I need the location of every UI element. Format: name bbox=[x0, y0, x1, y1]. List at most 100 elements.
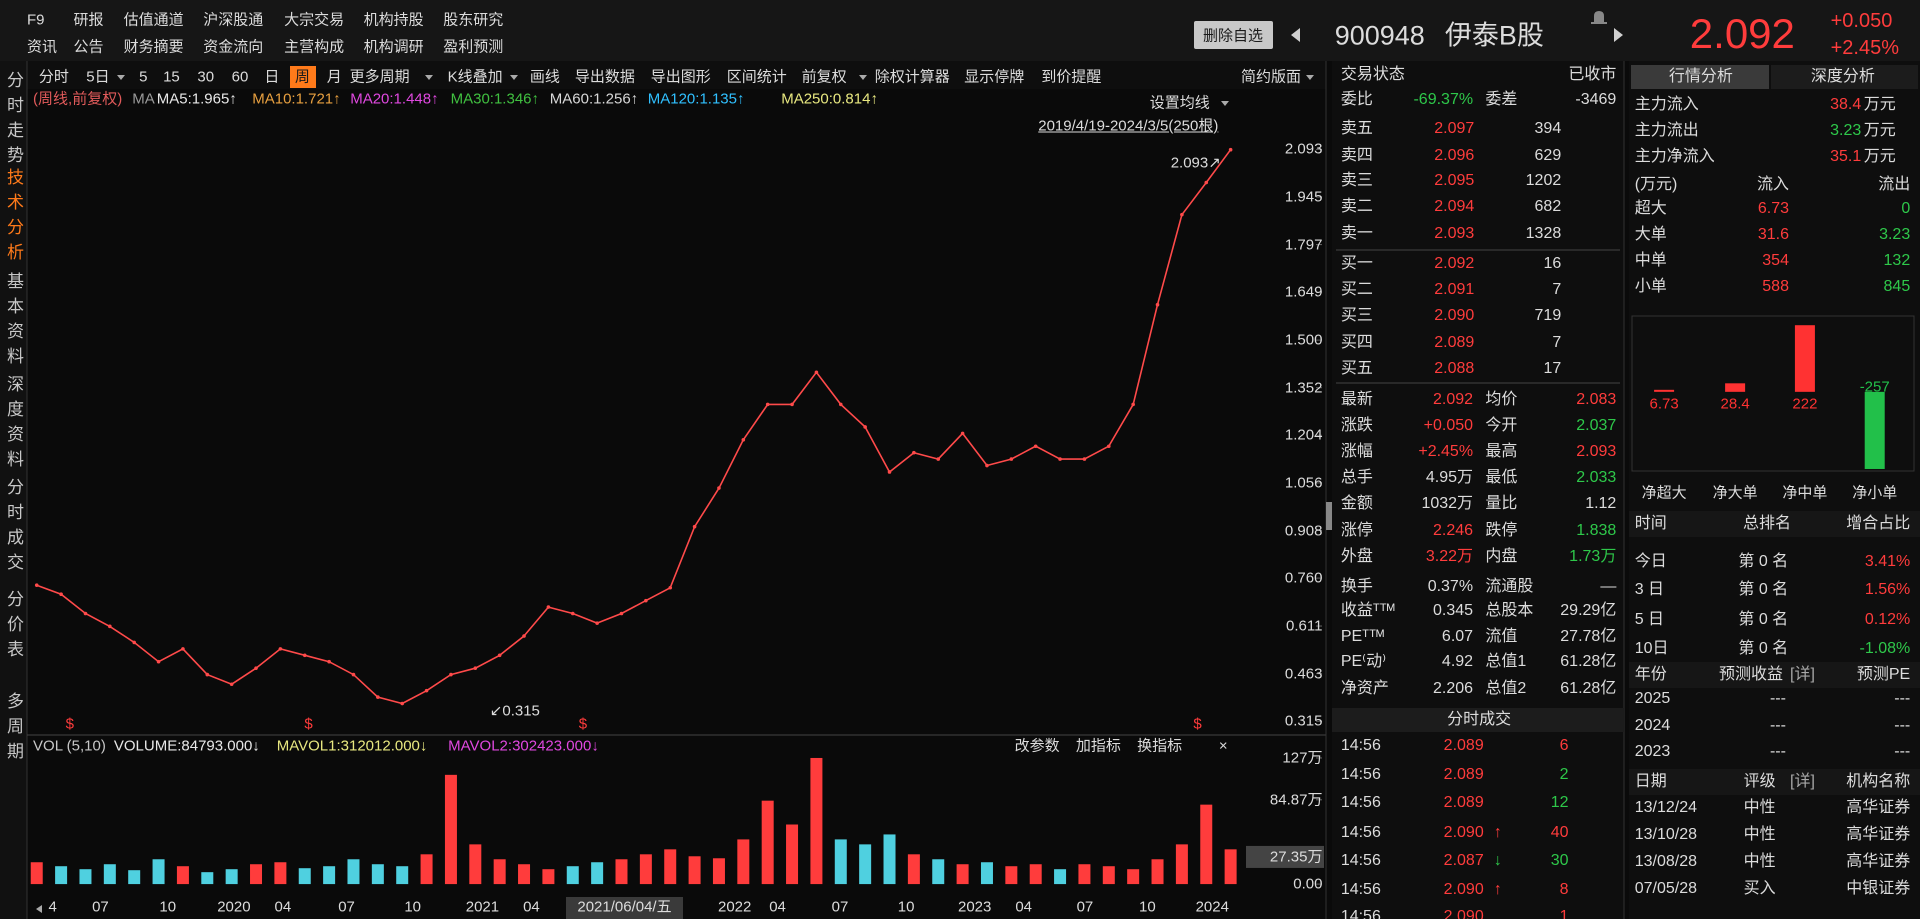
volume-bar bbox=[1151, 859, 1164, 885]
toolbar-item[interactable]: 导出数据 bbox=[574, 68, 635, 86]
menu-item[interactable]: 机构调研 bbox=[363, 38, 424, 56]
volume-bar bbox=[639, 854, 652, 885]
indicator-button[interactable]: 加指标 bbox=[1075, 737, 1121, 755]
table-header: 机构名称 bbox=[1846, 773, 1911, 791]
set-ma-button[interactable]: 设置均线 bbox=[1149, 94, 1210, 112]
quote-value: 2.037 bbox=[1576, 417, 1617, 435]
detail-link[interactable]: [详] bbox=[1790, 665, 1815, 683]
toolbar-bg bbox=[27, 61, 1326, 89]
toolbar-item[interactable]: 分时 bbox=[38, 68, 69, 86]
next-arrow bbox=[1614, 28, 1623, 42]
x-tick-label: 10 bbox=[159, 898, 177, 916]
tab-bg bbox=[1771, 65, 1918, 89]
rank-value: 第 0 名 bbox=[1738, 553, 1789, 571]
volume-bar bbox=[250, 864, 263, 885]
indicator-button[interactable]: 改参数 bbox=[1014, 737, 1060, 755]
toolbar-item[interactable]: K线叠加 bbox=[447, 68, 503, 86]
book-volume: 7 bbox=[1552, 333, 1562, 351]
volume-bar bbox=[542, 869, 555, 885]
book-price: 2.090 bbox=[1434, 306, 1475, 324]
indicator-button[interactable]: 换指标 bbox=[1137, 737, 1183, 755]
rating-date: 13/10/28 bbox=[1634, 826, 1697, 844]
toolbar-item[interactable]: 日 bbox=[264, 68, 280, 86]
quote-value: 4.95万 bbox=[1425, 468, 1474, 486]
layout-toggle[interactable]: 简约版面 bbox=[1241, 68, 1302, 86]
menu-item[interactable]: 主营构成 bbox=[284, 38, 345, 56]
quote-label: 总值1 bbox=[1485, 653, 1527, 671]
price-point bbox=[1204, 180, 1209, 185]
menu-item[interactable]: F9 bbox=[26, 11, 45, 29]
toolbar-item[interactable]: 前复权 bbox=[801, 68, 847, 86]
volume-bar bbox=[347, 859, 360, 885]
toolbar-item[interactable]: 导出图形 bbox=[650, 68, 711, 86]
side-tab[interactable]: 深度资料 bbox=[3, 374, 23, 475]
quote-label: 总值2 bbox=[1485, 680, 1527, 698]
detail-link[interactable]: [详] bbox=[1790, 773, 1815, 791]
quote-label: 委比 bbox=[1340, 91, 1373, 109]
side-tab[interactable]: 分时成交 bbox=[3, 477, 23, 578]
toolbar-item[interactable]: 显示停牌 bbox=[964, 68, 1025, 86]
toolbar-item[interactable]: 月 bbox=[326, 68, 342, 86]
delete-favorite-button[interactable]: 删除自选 bbox=[1203, 27, 1264, 44]
side-tab[interactable]: 分价表 bbox=[3, 590, 23, 666]
tick-price: 2.090 bbox=[1443, 823, 1484, 841]
book-label: 卖三 bbox=[1340, 172, 1373, 190]
quote-value: 0.345 bbox=[1433, 602, 1474, 620]
middle-panel-bg bbox=[1332, 61, 1624, 919]
flow-row-label: 超大 bbox=[1634, 200, 1667, 218]
toolbar-item[interactable]: 60 bbox=[231, 68, 249, 86]
x-tick-label: 07 bbox=[338, 898, 355, 916]
menu-item[interactable]: 沪深股通 bbox=[203, 11, 264, 29]
indicator-button[interactable]: × bbox=[1218, 737, 1228, 755]
toolbar-item[interactable]: 更多周期 bbox=[349, 68, 410, 86]
volume-bar bbox=[1224, 849, 1237, 885]
toolbar-item[interactable]: 除权计算器 bbox=[874, 68, 950, 86]
toolbar-item[interactable]: 画线 bbox=[529, 68, 560, 86]
tick-volume: 6 bbox=[1559, 736, 1569, 754]
price-point bbox=[181, 647, 185, 651]
x-tick-label: 2020 bbox=[217, 898, 251, 916]
forecast-pe: --- bbox=[1894, 742, 1911, 760]
tick-direction: ↑ bbox=[1493, 881, 1502, 899]
toolbar-item[interactable]: 5 bbox=[139, 68, 148, 86]
toolbar-item[interactable]: 区间统计 bbox=[726, 68, 787, 86]
quote-label: 总手 bbox=[1340, 468, 1373, 486]
menu-item[interactable]: 公告 bbox=[73, 38, 104, 56]
toolbar-item[interactable]: 到价提醒 bbox=[1041, 68, 1102, 86]
price-point bbox=[692, 524, 697, 529]
forecast-year: 2023 bbox=[1634, 742, 1671, 760]
net-flow-box bbox=[1631, 315, 1915, 472]
toolbar-item[interactable]: 周 bbox=[294, 68, 310, 86]
menu-item[interactable]: 研报 bbox=[73, 11, 104, 29]
table-header-bg bbox=[1629, 511, 1920, 537]
toolbar-item[interactable]: 30 bbox=[197, 68, 215, 86]
net-flow-category: 净超大 bbox=[1641, 484, 1687, 502]
forecast-eps: --- bbox=[1769, 690, 1786, 708]
menu-item[interactable]: 机构持股 bbox=[363, 11, 424, 29]
book-volume: 1328 bbox=[1525, 224, 1562, 242]
price-point bbox=[765, 402, 770, 407]
y-tick-label: 0.611 bbox=[1286, 617, 1323, 635]
menu-item[interactable]: 资讯 bbox=[26, 38, 57, 56]
net-flow-bar bbox=[1654, 389, 1675, 392]
menu-item[interactable]: 估值通道 bbox=[123, 11, 184, 29]
menu-item[interactable]: 资金流向 bbox=[203, 38, 264, 56]
stock-price: 2.092 bbox=[1689, 10, 1795, 58]
toolbar-item[interactable]: 15 bbox=[163, 68, 180, 86]
menu-item[interactable]: 财务摘要 bbox=[123, 38, 184, 56]
flow-label: 主力流出 bbox=[1634, 122, 1699, 140]
menu-item[interactable]: 大宗交易 bbox=[284, 11, 345, 29]
toolbar-item[interactable]: 5日 bbox=[86, 68, 110, 86]
panel-tab[interactable]: 行情分析 bbox=[1668, 68, 1733, 86]
price-point bbox=[790, 402, 794, 407]
menu-item[interactable]: 股东研究 bbox=[443, 11, 504, 29]
side-tab[interactable]: 多周期 bbox=[3, 691, 23, 767]
panel-tab[interactable]: 深度分析 bbox=[1810, 68, 1875, 86]
side-tab[interactable]: 分时走势 bbox=[3, 71, 23, 172]
x-tick-label: 07 bbox=[1076, 898, 1094, 916]
side-tab[interactable]: 技术分析 bbox=[3, 167, 23, 268]
side-tab[interactable]: 基本资料 bbox=[3, 271, 23, 372]
tick-time: 14:56 bbox=[1340, 766, 1381, 784]
menu-item[interactable]: 盈利预测 bbox=[443, 38, 504, 56]
volume-bar bbox=[786, 824, 799, 885]
